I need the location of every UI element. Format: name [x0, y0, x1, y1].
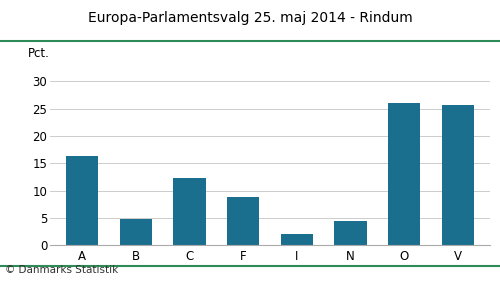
- Bar: [174, 178, 206, 245]
- Text: © Danmarks Statistik: © Danmarks Statistik: [5, 265, 118, 275]
- Bar: [280, 234, 313, 245]
- Bar: [442, 105, 474, 245]
- Bar: [388, 103, 420, 245]
- Text: Europa-Parlamentsvalg 25. maj 2014 - Rindum: Europa-Parlamentsvalg 25. maj 2014 - Rin…: [88, 11, 412, 25]
- Text: Pct.: Pct.: [28, 47, 50, 60]
- Bar: [334, 221, 366, 245]
- Bar: [227, 197, 260, 245]
- Bar: [120, 219, 152, 245]
- Bar: [66, 156, 98, 245]
